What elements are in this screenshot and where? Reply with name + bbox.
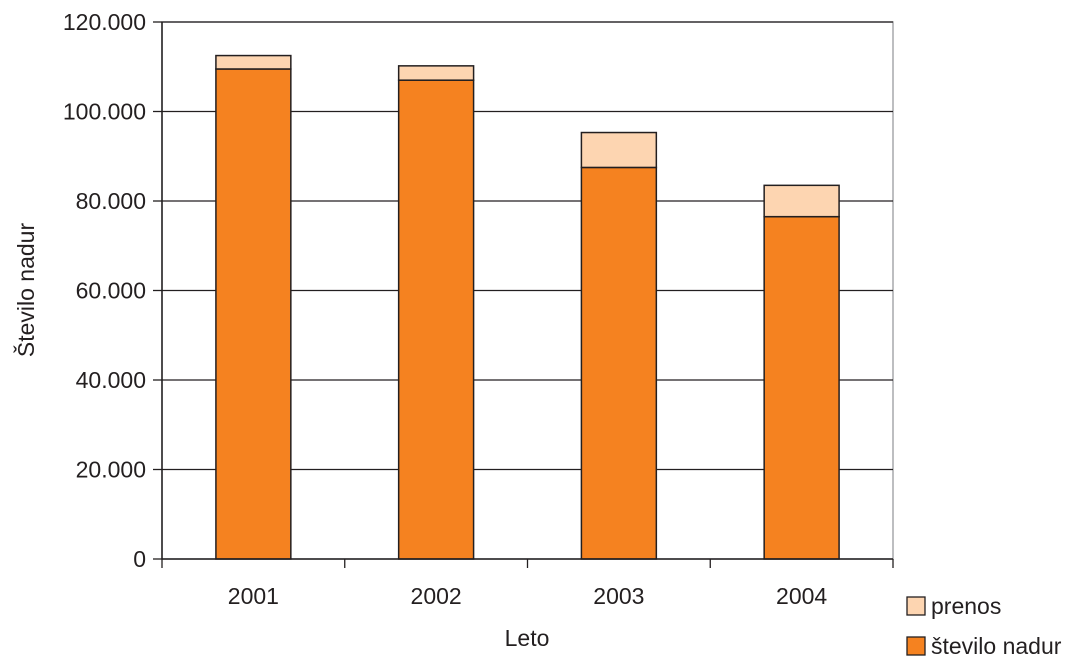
y-tick-label: 80.000 xyxy=(76,188,146,214)
legend-swatch xyxy=(906,636,926,656)
y-tick-label: 40.000 xyxy=(76,367,146,393)
bar-stevilo-nadur xyxy=(580,166,658,560)
x-tick-label: 2003 xyxy=(593,583,644,609)
y-tick-label: 60.000 xyxy=(76,278,146,304)
y-tick-label: 120.000 xyxy=(63,9,146,35)
y-tick-label: 0 xyxy=(133,546,146,572)
bar-prenos xyxy=(763,184,840,218)
legend-swatch xyxy=(906,596,926,616)
legend-label: število nadur xyxy=(931,633,1062,659)
axes xyxy=(153,21,894,568)
legend-label: prenos xyxy=(931,593,1001,619)
tick-labels: 0 20.000 40.000 60.000 80.000 100.000 120.000 2… xyxy=(63,9,828,609)
y-tick-label: 100.000 xyxy=(63,99,146,125)
bar-prenos xyxy=(580,131,658,169)
bar-stevilo-nadur xyxy=(763,215,840,560)
bar-prenos xyxy=(215,54,292,70)
x-tick-label: 2001 xyxy=(228,583,279,609)
legend: prenos število nadur xyxy=(906,593,1062,659)
x-axis-title: Leto xyxy=(505,625,550,651)
y-axis-title: Število nadur xyxy=(12,223,39,358)
bar-stevilo-nadur xyxy=(397,79,475,560)
bar-stevilo-nadur xyxy=(215,68,292,560)
bar-prenos xyxy=(397,65,475,81)
x-tick-label: 2004 xyxy=(776,583,827,609)
bars xyxy=(215,54,840,560)
x-tick-label: 2002 xyxy=(411,583,462,609)
y-tick-label: 20.000 xyxy=(76,457,146,483)
